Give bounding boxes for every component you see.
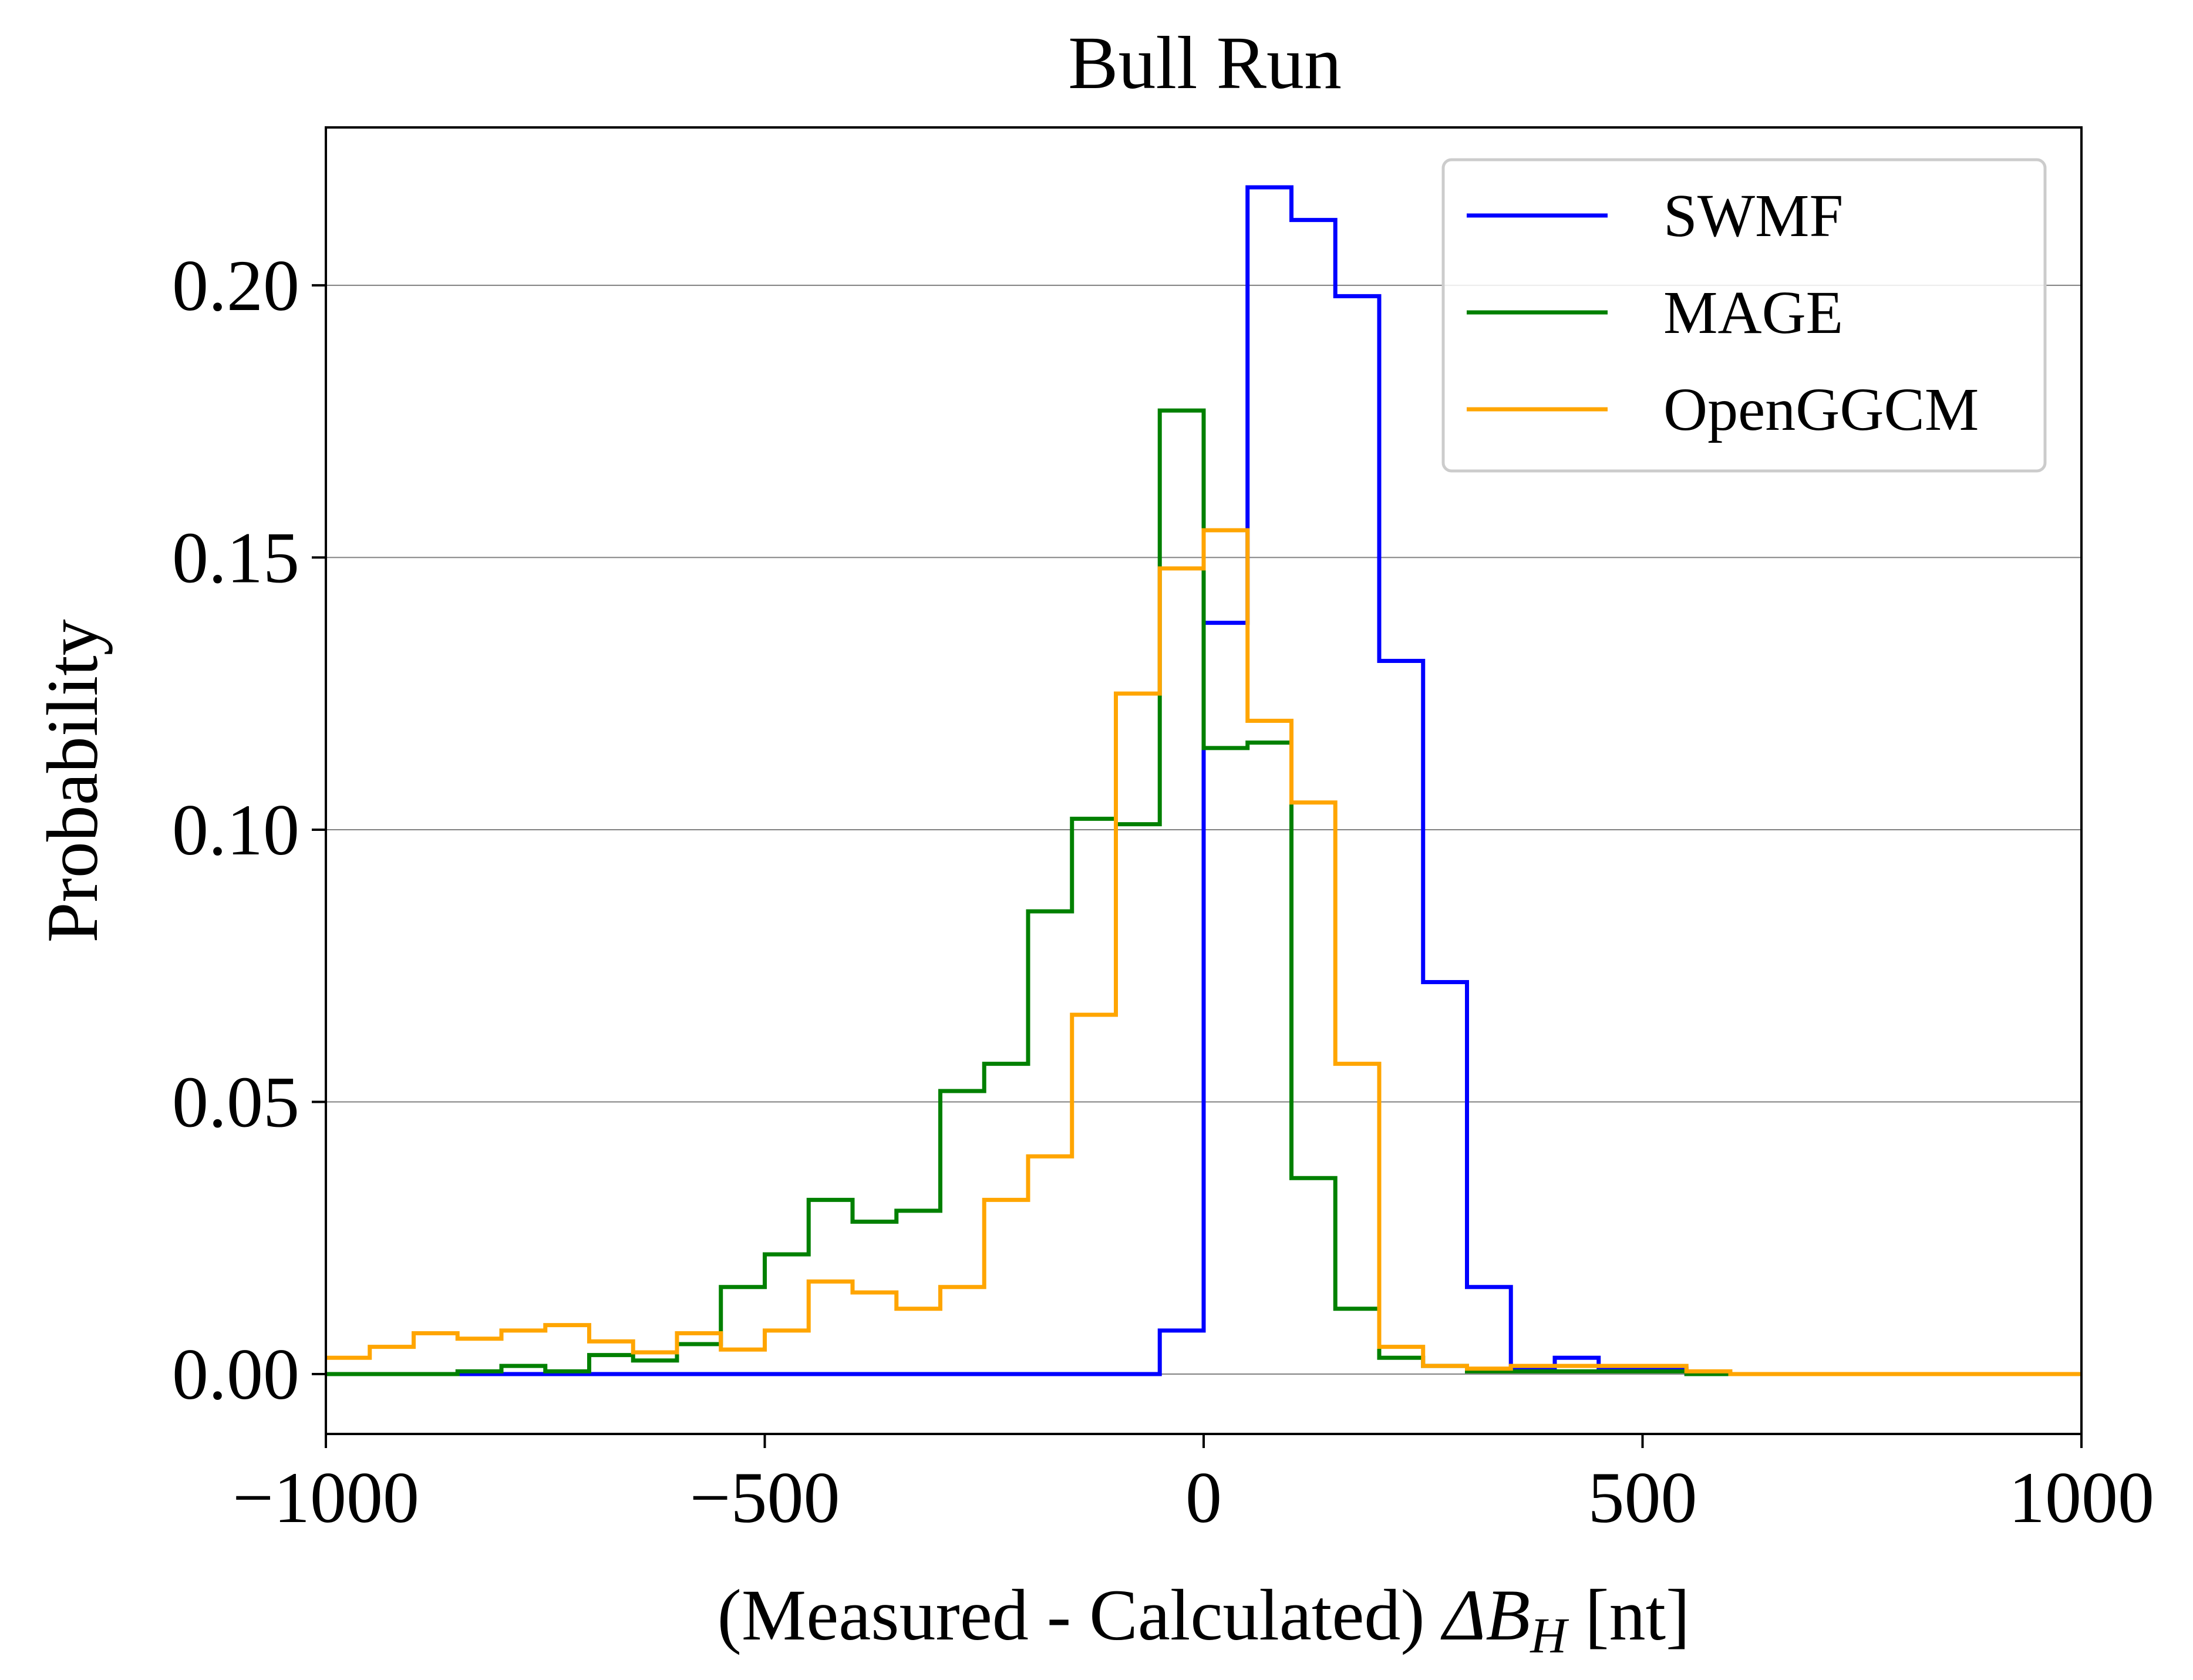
series-line-mage	[326, 408, 2081, 1376]
x-axis-label-delta: ΔB	[1440, 1575, 1531, 1655]
y-tick-label-4: 0.20	[172, 245, 299, 326]
x-axis-label-subscript: H	[1530, 1607, 1569, 1664]
x-tick-label-2: 0	[1185, 1457, 1222, 1538]
chart-title: Bull Run	[1068, 21, 1342, 105]
x-axis-label-prefix: (Measured - Calculated)	[717, 1575, 1443, 1655]
legend-box	[1441, 158, 2047, 473]
y-tick-label-1: 0.05	[172, 1062, 299, 1142]
series-line-openggcm	[326, 528, 2081, 1376]
y-axis-ticks: 0.00 0.05 0.10 0.15 0.20	[172, 245, 326, 1415]
x-tick-label-4: 1000	[2009, 1457, 2154, 1538]
x-axis-label-suffix: [nt]	[1567, 1575, 1690, 1655]
y-tick-label-3: 0.15	[172, 517, 299, 598]
legend-label-mage: MAGE	[1663, 279, 1843, 346]
x-tick-label-3: 500	[1588, 1457, 1697, 1538]
y-tick-label-0: 0.00	[172, 1334, 299, 1415]
x-tick-label-1: −500	[690, 1457, 840, 1538]
x-tick-label-0: −1000	[233, 1457, 419, 1538]
y-axis-label: Probability	[32, 619, 113, 942]
legend-label-openggcm: OpenGGCM	[1663, 376, 1979, 443]
x-axis-label: (Measured - Calculated) ΔBH [nt]	[717, 1575, 1690, 1664]
legend: SWMF MAGE OpenGGCM	[1441, 158, 2047, 473]
legend-label-swmf: SWMF	[1663, 182, 1843, 250]
y-tick-label-2: 0.10	[172, 790, 299, 870]
series-layer	[326, 185, 2081, 1376]
x-axis-ticks: −1000 −500 0 500 1000	[233, 1434, 2154, 1538]
